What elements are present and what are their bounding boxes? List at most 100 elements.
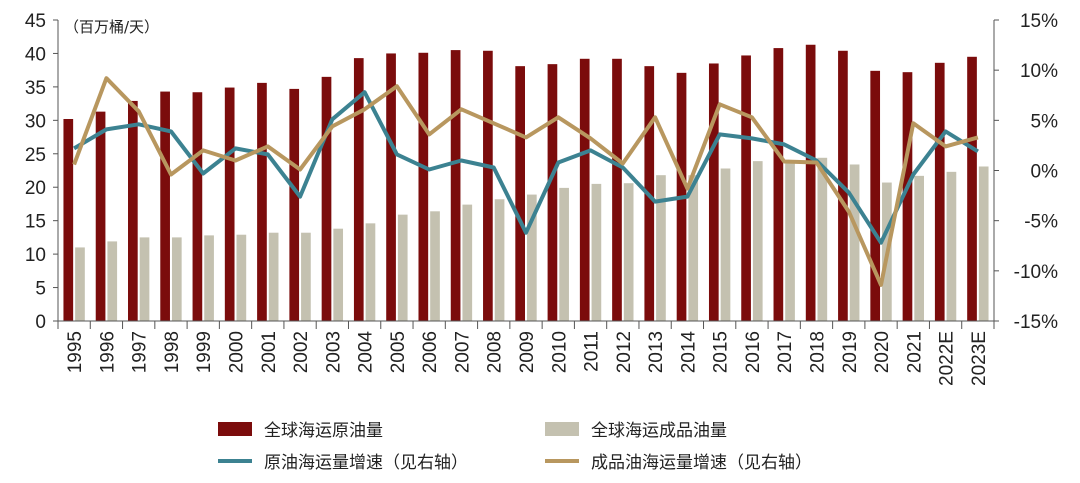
bar-product-1998 bbox=[171, 237, 182, 321]
legend-label-crude-growth: 原油海运量增速（见右轴） bbox=[264, 453, 468, 473]
bar-product-2013 bbox=[656, 175, 666, 321]
x-tick-label-2017: 2017 bbox=[775, 331, 796, 373]
left-tick-label-35: 35 bbox=[25, 78, 46, 99]
bar-product-1995 bbox=[75, 247, 85, 321]
bar-crude-2004 bbox=[353, 58, 364, 321]
left-tick-label-30: 30 bbox=[25, 111, 46, 132]
bar-crude-1995 bbox=[63, 118, 74, 322]
left-axis-unit: （百万桶/天） bbox=[64, 18, 159, 36]
bar-product-2004 bbox=[365, 223, 376, 321]
legend-swatch-product-volume bbox=[545, 421, 579, 436]
bar-product-2011 bbox=[591, 183, 602, 321]
bar-product-2006 bbox=[430, 211, 440, 321]
bar-product-2023E bbox=[978, 166, 989, 321]
bar-crude-2015 bbox=[708, 63, 719, 321]
bar-crude-2023E bbox=[967, 56, 977, 322]
chart: （百万桶/天） 0 5 10 15 20 25 30 35 40 45 -15% -10% -5% 0% 5… bbox=[25, 11, 1059, 386]
bar-crude-2006 bbox=[418, 52, 429, 322]
bar-product-2017 bbox=[785, 160, 795, 321]
right-tick-label-5%: 5% bbox=[1031, 111, 1059, 132]
bar-product-2015 bbox=[720, 168, 731, 321]
x-tick-label-2011: 2011 bbox=[582, 331, 603, 372]
bar-product-2003 bbox=[333, 228, 344, 321]
x-tick-label-2010: 2010 bbox=[549, 331, 570, 373]
x-tick-label-2002: 2002 bbox=[291, 331, 312, 373]
bar-product-2005 bbox=[397, 214, 408, 321]
legend-label-product-volume: 全球海运成品油量 bbox=[591, 421, 727, 441]
left-tick-label-25: 25 bbox=[25, 145, 46, 166]
bar-product-2019 bbox=[849, 164, 860, 321]
legend-swatch-crude-growth bbox=[218, 458, 252, 463]
bar-product-2014 bbox=[688, 175, 699, 321]
bar-crude-1996 bbox=[95, 111, 106, 321]
bar-crude-2002 bbox=[289, 88, 300, 321]
x-tick-label-2013: 2013 bbox=[646, 331, 667, 373]
x-tick-label-1995: 1995 bbox=[65, 331, 86, 373]
bar-product-2016 bbox=[752, 161, 763, 321]
x-tick-label-2005: 2005 bbox=[388, 331, 409, 373]
bar-crude-2000 bbox=[224, 87, 235, 322]
x-tick-label-1997: 1997 bbox=[130, 331, 151, 373]
bar-crude-2005 bbox=[386, 53, 396, 321]
x-tick-label-2023E: 2023E bbox=[969, 331, 990, 386]
x-tick-label-1999: 1999 bbox=[194, 331, 215, 373]
x-tick-label-2008: 2008 bbox=[485, 331, 506, 373]
x-tick-label-2004: 2004 bbox=[356, 331, 377, 374]
right-tick-label--10%: -10% bbox=[1014, 262, 1058, 283]
x-tick-label-2012: 2012 bbox=[614, 331, 635, 373]
x-tick-label-2009: 2009 bbox=[517, 331, 538, 373]
right-tick-label-10%: 10% bbox=[1020, 61, 1058, 82]
bar-crude-2009 bbox=[515, 66, 525, 321]
bar-product-2022E bbox=[946, 171, 957, 321]
bar-product-2007 bbox=[462, 204, 473, 321]
bar-crude-1999 bbox=[192, 92, 203, 322]
bar-product-2021 bbox=[914, 175, 924, 321]
bar-product-2000 bbox=[236, 234, 247, 321]
bar-crude-2022E bbox=[934, 62, 945, 321]
bar-crude-2001 bbox=[257, 82, 267, 322]
x-tick-label-2015: 2015 bbox=[711, 331, 732, 373]
x-tick-label-1996: 1996 bbox=[97, 331, 118, 373]
x-tick-label-2018: 2018 bbox=[807, 331, 828, 373]
left-tick-label-10: 10 bbox=[25, 245, 46, 266]
x-tick-label-1998: 1998 bbox=[162, 331, 183, 373]
left-tick-label-15: 15 bbox=[25, 212, 46, 233]
bar-product-2010 bbox=[559, 187, 569, 321]
bar-product-2002 bbox=[301, 232, 311, 321]
bar-crude-2011 bbox=[579, 58, 590, 321]
x-tick-label-2003: 2003 bbox=[323, 331, 344, 373]
x-tick-label-2000: 2000 bbox=[227, 331, 248, 373]
bar-product-1999 bbox=[204, 235, 214, 321]
right-tick-label-0%: 0% bbox=[1031, 162, 1059, 183]
legend-item-crude-volume: 全球海运原油量 bbox=[218, 416, 383, 441]
legend-item-product-growth: 成品油海运量增速（见右轴） bbox=[545, 448, 812, 473]
x-tick-label-2020: 2020 bbox=[872, 331, 893, 373]
bar-crude-1998 bbox=[160, 91, 170, 322]
legend-label-product-growth: 成品油海运量增速（见右轴） bbox=[591, 453, 812, 473]
x-tick-label-2007: 2007 bbox=[452, 331, 473, 373]
bar-crude-2017 bbox=[773, 48, 784, 322]
right-tick-label--15%: -15% bbox=[1014, 312, 1058, 333]
legend-label-crude-volume: 全球海运原油量 bbox=[264, 421, 383, 441]
bar-product-1997 bbox=[139, 237, 150, 321]
bar-product-2001 bbox=[268, 232, 279, 321]
left-tick-label-0: 0 bbox=[35, 312, 46, 333]
x-tick-label-2006: 2006 bbox=[420, 331, 441, 373]
bar-crude-2012 bbox=[612, 58, 622, 321]
bar-crude-2008 bbox=[483, 50, 493, 321]
bar-product-2018 bbox=[817, 157, 828, 321]
legend: 全球海运原油量 全球海运成品油量 原油海运量增速（见右轴） 成品油海运量增速（见… bbox=[0, 408, 1080, 478]
bar-crude-1997 bbox=[128, 100, 138, 322]
bar-crude-2010 bbox=[547, 64, 558, 321]
x-tick-label-2022E: 2022E bbox=[937, 331, 958, 386]
left-tick-label-45: 45 bbox=[25, 11, 46, 32]
bar-crude-2016 bbox=[741, 55, 751, 321]
bar-crude-2003 bbox=[321, 76, 332, 321]
x-tick-label-2001: 2001 bbox=[259, 331, 280, 373]
x-tick-label-2016: 2016 bbox=[743, 331, 764, 373]
right-tick-label--5%: -5% bbox=[1024, 212, 1058, 233]
x-tick-label-2021: 2021 bbox=[904, 331, 925, 373]
legend-item-product-volume: 全球海运成品油量 bbox=[545, 416, 727, 441]
bar-crude-2007 bbox=[450, 50, 461, 321]
left-tick-label-20: 20 bbox=[25, 178, 46, 199]
